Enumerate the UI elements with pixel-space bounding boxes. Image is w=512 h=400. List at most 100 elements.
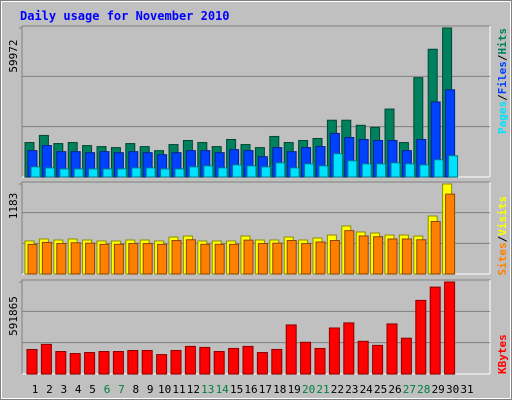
bar <box>27 243 38 275</box>
bar <box>142 243 153 275</box>
bar <box>260 166 271 178</box>
bar <box>41 241 52 275</box>
x-tick-label: 31 <box>460 383 473 396</box>
bar <box>357 340 369 375</box>
x-tick-label: 4 <box>75 383 82 396</box>
bar <box>70 242 81 275</box>
bar <box>415 299 427 375</box>
bar <box>99 243 110 275</box>
bar <box>214 243 225 275</box>
bar <box>185 239 196 275</box>
legend: KBytes <box>496 334 509 374</box>
bar <box>433 159 444 178</box>
legend-entry: Hits <box>496 28 509 55</box>
bar <box>73 168 84 178</box>
x-tick-label: 17 <box>259 383 272 396</box>
x-tick-label: 21 <box>316 383 329 396</box>
bar <box>184 345 196 375</box>
bar <box>128 243 139 275</box>
x-tick-label: 10 <box>158 383 171 396</box>
bar <box>188 166 199 178</box>
legend: Pages/Files/Hits <box>496 28 509 134</box>
x-tick-label: 28 <box>417 383 430 396</box>
x-tick-label: 3 <box>60 383 67 396</box>
bar <box>170 349 182 375</box>
bar <box>400 337 412 375</box>
bar <box>88 168 99 178</box>
bar <box>448 155 459 178</box>
bar <box>386 323 398 375</box>
bar <box>56 243 67 275</box>
legend-separator: / <box>496 94 509 101</box>
bar <box>257 243 268 275</box>
bar <box>171 240 182 275</box>
bar <box>116 168 127 178</box>
bar <box>127 349 139 375</box>
bar <box>55 351 67 375</box>
bar <box>141 349 153 375</box>
bar <box>329 240 340 275</box>
legend-entry: KBytes <box>496 334 509 374</box>
x-tick-label: 7 <box>118 383 125 396</box>
bar <box>174 168 185 178</box>
x-tick-label: 18 <box>273 383 286 396</box>
bar <box>444 281 456 375</box>
bar <box>387 238 398 275</box>
bar <box>217 167 228 178</box>
bar <box>286 240 297 275</box>
bar <box>285 324 297 375</box>
bar <box>102 168 113 178</box>
x-tick-label: 29 <box>432 383 445 396</box>
bar <box>26 348 38 375</box>
x-tick-label: 5 <box>89 383 96 396</box>
x-tick-label: 2 <box>46 383 53 396</box>
x-tick-label: 23 <box>345 383 358 396</box>
y-tick-label: 59972 <box>7 39 20 72</box>
x-tick-label: 9 <box>147 383 154 396</box>
bar <box>156 354 168 375</box>
bar <box>347 160 358 178</box>
x-tick-label: 26 <box>388 383 401 396</box>
bar <box>232 164 243 178</box>
legend-separator: / <box>496 54 509 61</box>
bar <box>228 347 240 375</box>
bar <box>419 164 430 178</box>
bar <box>199 346 211 375</box>
bar <box>445 193 456 275</box>
bar <box>59 168 70 178</box>
bar <box>30 166 41 178</box>
x-tick-label: 19 <box>288 383 301 396</box>
y-tick-label: 591865 <box>7 296 20 336</box>
bar <box>429 286 441 375</box>
bar <box>157 243 168 275</box>
bar <box>315 241 326 275</box>
bar <box>401 238 412 275</box>
legend-entry: Visits <box>496 196 509 236</box>
bar <box>373 236 384 275</box>
bar <box>304 163 315 178</box>
bar <box>44 167 55 178</box>
y-tick-label: 1183 <box>7 193 20 220</box>
bar <box>390 162 401 178</box>
x-tick-label: 25 <box>374 383 387 396</box>
bar <box>271 348 283 375</box>
bar <box>343 322 355 375</box>
chart-title: Daily usage for November 2010 <box>20 9 230 23</box>
bar <box>328 327 340 375</box>
bar <box>256 352 268 375</box>
x-tick-label: 6 <box>104 383 111 396</box>
legend-separator: / <box>496 235 509 242</box>
bar <box>344 230 355 275</box>
bar <box>113 243 124 275</box>
x-tick-label: 30 <box>446 383 459 396</box>
bar <box>160 168 171 178</box>
bar <box>430 221 441 275</box>
bar <box>229 243 240 275</box>
bar <box>416 239 427 275</box>
bar <box>332 153 343 178</box>
bar <box>289 167 300 178</box>
x-tick-label: 27 <box>403 383 416 396</box>
x-tick-label: 16 <box>244 383 257 396</box>
